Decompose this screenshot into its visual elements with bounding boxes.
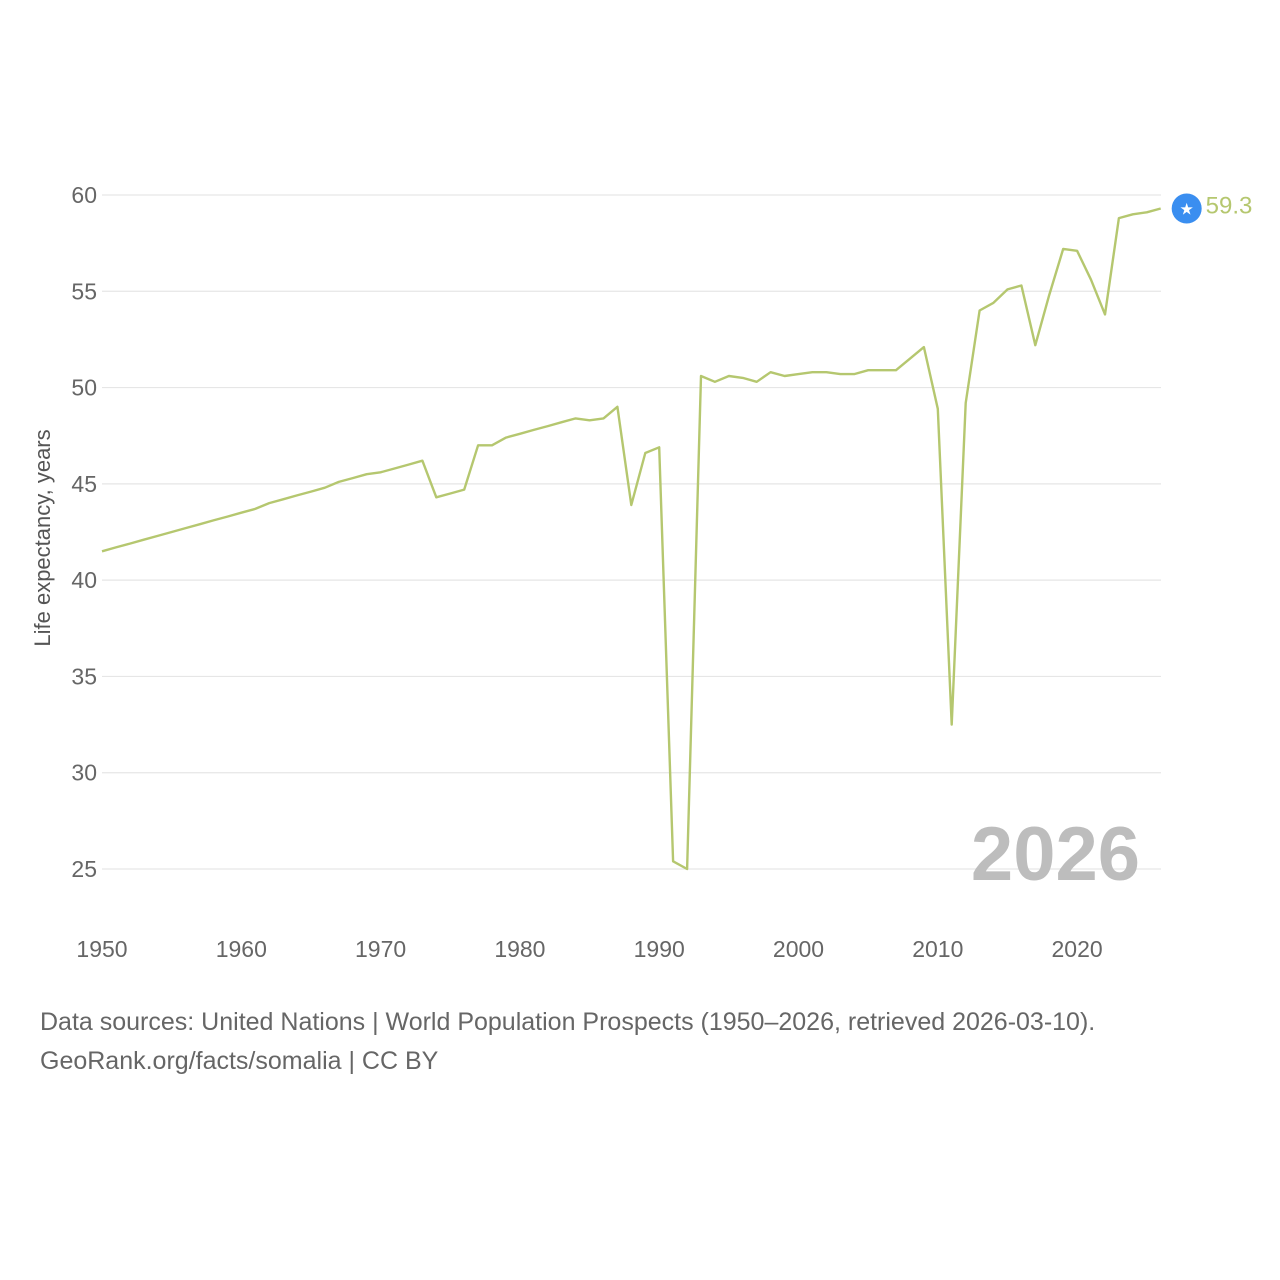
x-tick-label-1950: 1950 [76, 936, 127, 962]
y-tick-label-40: 40 [71, 567, 97, 593]
footer: Data sources: United Nations | World Pop… [40, 1003, 1240, 1081]
gridlines [102, 194, 1161, 870]
end-value-label: 59.3 [1206, 192, 1253, 219]
y-tick-label-55: 55 [71, 278, 97, 304]
y-axis-title: Life expectancy, years [30, 429, 55, 646]
y-tick-label-35: 35 [71, 663, 97, 689]
x-tick-label-2020: 2020 [1052, 936, 1103, 962]
y-tick-label-45: 45 [71, 471, 97, 497]
y-tick-label-60: 60 [71, 182, 97, 208]
attribution-link[interactable]: GeoRank.org/facts/somalia | CC BY [40, 1047, 439, 1075]
x-tick-label-1990: 1990 [634, 936, 685, 962]
x-tick-label-2010: 2010 [912, 936, 963, 962]
end-marker-circle [1171, 193, 1202, 224]
x-tick-label-1970: 1970 [355, 936, 406, 962]
x-tick-label-1980: 1980 [494, 936, 545, 962]
series-line [101, 207, 1162, 871]
star-icon: ★ [1180, 199, 1194, 218]
x-tick-label-1960: 1960 [216, 936, 267, 962]
end-marker: ★ [1171, 193, 1202, 224]
x-tick-label-2000: 2000 [773, 936, 824, 962]
data-source-note: Data sources: United Nations | World Pop… [40, 1008, 1096, 1036]
life-expectancy-chart: 25 30 35 40 45 50 55 60 1950 1960 1970 1980 1990 200… [30, 182, 1253, 962]
y-tick-label-50: 50 [71, 375, 97, 401]
y-tick-label-30: 30 [71, 760, 97, 786]
y-axis-ticks: 25 30 35 40 45 50 55 60 [71, 182, 97, 882]
x-axis-ticks: 1950 1960 1970 1980 1990 2000 2010 2020 [76, 936, 1102, 962]
current-year-label: 2026 [971, 812, 1140, 897]
y-tick-label-25: 25 [71, 856, 97, 882]
